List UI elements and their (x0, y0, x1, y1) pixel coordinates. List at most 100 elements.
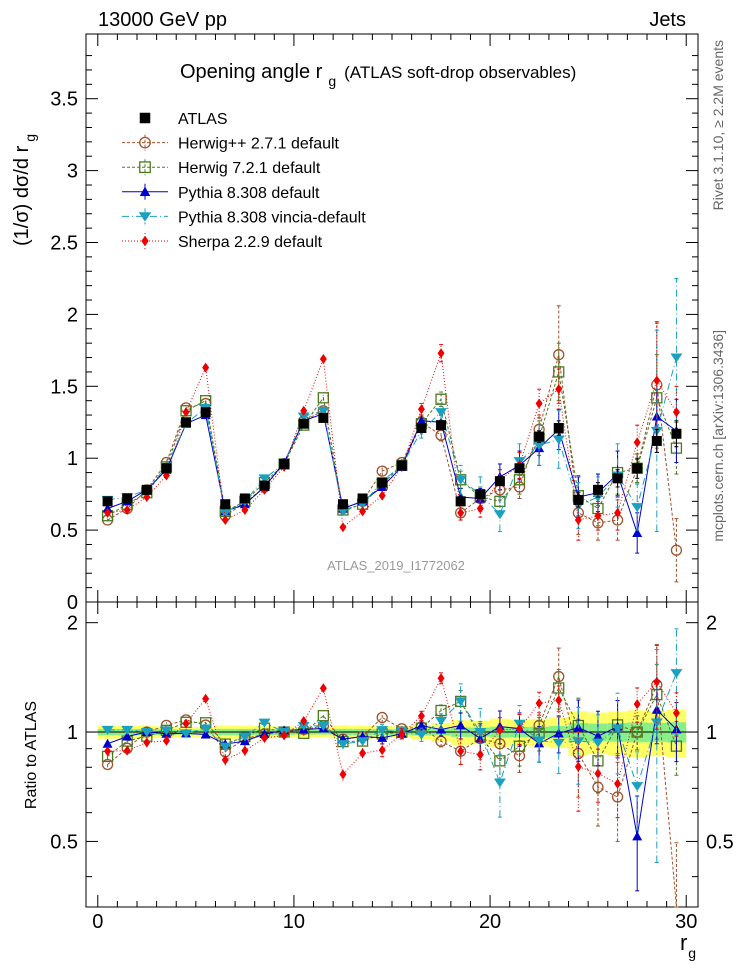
data-point (553, 423, 564, 434)
ratio-point (378, 745, 386, 756)
ratio-point (297, 721, 310, 731)
data-point (219, 508, 232, 518)
ratio-series-1 (101, 644, 679, 908)
analysis-id: ATLAS_2019_I1772062 (327, 558, 465, 573)
data-point (317, 406, 330, 416)
legend-label: Pythia 8.308 vincia-default (178, 209, 366, 226)
data-point (339, 522, 347, 533)
ratio-point (359, 748, 367, 759)
data-point (494, 476, 505, 487)
data-point (592, 484, 603, 495)
y-axis-label: (1/σ) dσ/d rg (11, 134, 38, 246)
data-point (493, 510, 506, 520)
ratio-point (261, 733, 268, 744)
ratio-line (107, 674, 677, 908)
data-point (435, 429, 447, 441)
ratio-tick-label-right: 1 (706, 722, 717, 744)
data-point (376, 465, 388, 477)
ratio-point (101, 758, 114, 771)
x-tick-labels: 0 10 20 30 (92, 911, 697, 933)
ratio-point (160, 726, 173, 736)
data-point (377, 477, 388, 488)
ratio-line (107, 676, 677, 785)
data-point (200, 407, 211, 418)
legend-marker (138, 212, 152, 222)
data-point (671, 428, 682, 439)
data-point (279, 458, 290, 469)
data-point (241, 504, 249, 515)
ratio-point (140, 728, 153, 738)
data-point (298, 418, 309, 429)
data-point (633, 437, 641, 448)
ratio-point (631, 726, 643, 738)
ratio-point (436, 724, 447, 734)
data-point (337, 499, 348, 510)
series-1 (101, 305, 683, 583)
ratio-point (317, 710, 329, 722)
ratio-point (614, 778, 622, 789)
ratio-point (594, 768, 602, 779)
ratio-point (300, 715, 308, 726)
ratio-point (280, 730, 288, 741)
data-point (476, 503, 484, 514)
x-tick-label: 10 (283, 911, 305, 933)
ratio-point (553, 728, 564, 738)
y-tick-label: 0 (67, 592, 78, 614)
ratio-point (219, 742, 232, 752)
x-tick-label: 0 (92, 911, 103, 933)
ratio-y-axis-label: Ratio to ATLAS (23, 701, 40, 809)
data-point (258, 474, 271, 484)
data-point (631, 503, 644, 513)
data-point (555, 384, 563, 395)
data-point (416, 423, 427, 434)
y-tick-label: 2 (67, 304, 78, 326)
legend-label: Sherpa 2.2.9 default (178, 234, 323, 251)
data-point (161, 463, 172, 474)
header-left: 13000 GeV pp (98, 9, 227, 31)
data-point (202, 362, 210, 373)
chart-title-suffix: (ATLAS soft-drop observables) (344, 63, 576, 82)
data-point (553, 366, 565, 378)
ratio-point (199, 724, 212, 734)
ratio-point (398, 728, 406, 739)
legend-label: Herwig++ 2.7.1 default (178, 136, 340, 153)
data-point (670, 544, 683, 556)
ratio-point (631, 782, 644, 792)
y-tick-label: 1 (67, 448, 78, 470)
legend-label: Pythia 8.308 default (178, 185, 320, 202)
ratio-point (238, 732, 251, 742)
data-point (181, 417, 192, 428)
ratio-point (336, 740, 349, 750)
ratio-point (102, 738, 113, 748)
data-point (653, 375, 661, 386)
data-point (220, 499, 231, 510)
legend-label: ATLAS (178, 111, 228, 128)
ratio-point (416, 720, 427, 730)
rivet-label: Rivet 3.1.10, ≥ 2.2M events (710, 40, 726, 210)
ratio-point (143, 737, 151, 748)
ratio-tick-label-right: 2 (706, 613, 717, 635)
data-point (141, 484, 152, 495)
x-tick-label: 20 (479, 911, 501, 933)
ratio-point (221, 754, 229, 765)
ratio-tick-labels: 0.5 0.5 1 1 2 2 (50, 613, 734, 854)
ratio-point (476, 749, 484, 760)
ratio-point (670, 669, 683, 679)
ratio-tick-label-right: 0.5 (706, 831, 734, 853)
ratio-series-5 (104, 644, 680, 819)
y-tick-label: 3.5 (50, 89, 78, 111)
data-point (239, 493, 250, 504)
ratio-point (356, 737, 369, 747)
ratio-point (633, 699, 641, 710)
legend-label: Herwig 7.2.1 default (178, 160, 321, 177)
data-point (378, 490, 386, 501)
data-point (436, 420, 447, 431)
ratio-point (591, 738, 604, 748)
data-point (457, 507, 465, 518)
ratio-point (457, 746, 465, 757)
y-tick-labels: 0 0.5 1 1.5 2 2.5 3 3.5 (50, 89, 78, 614)
series-line (107, 357, 677, 516)
ratio-point (474, 728, 487, 738)
data-point (104, 507, 112, 518)
